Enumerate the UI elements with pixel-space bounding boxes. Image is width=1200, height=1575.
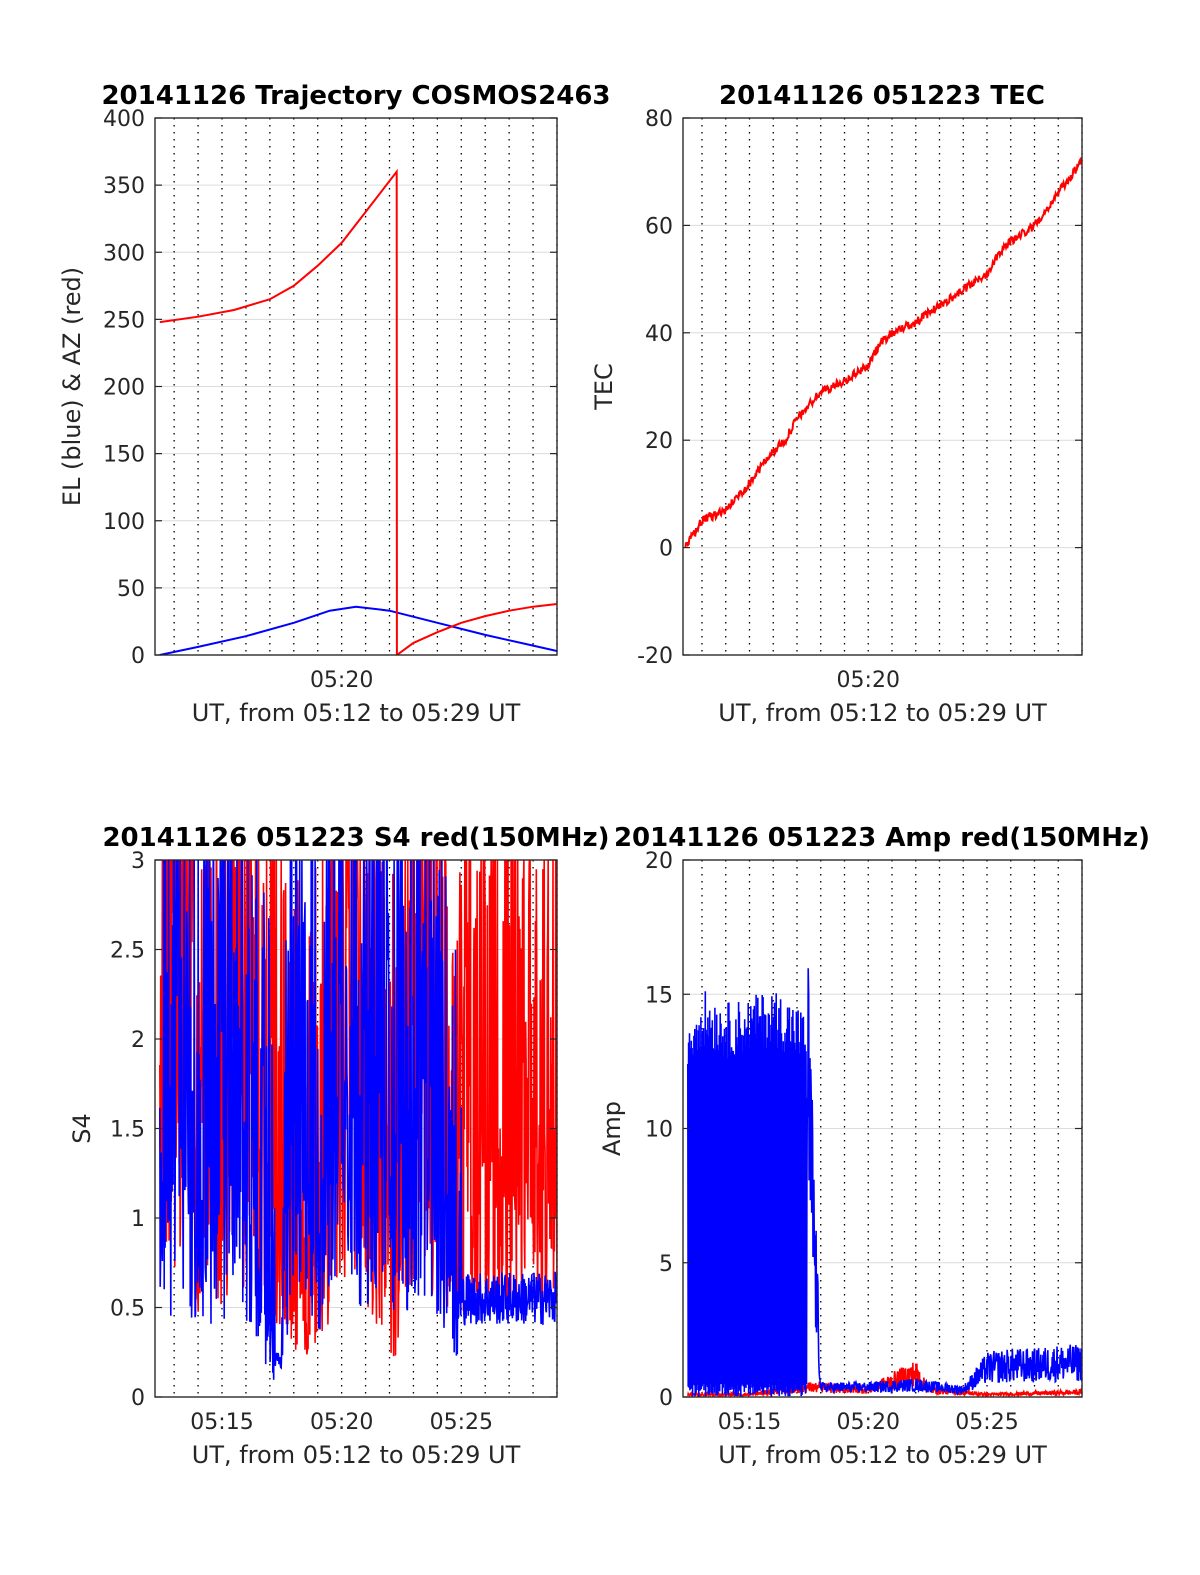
traj-ytick-label: 0 (131, 644, 145, 669)
amp-title: 20141126 051223 Amp red(150MHz) (614, 823, 1150, 853)
s4-ytick-label: 3 (131, 849, 145, 874)
s4-ytick-label: 0 (131, 1386, 145, 1411)
traj-ytick-label: 300 (103, 241, 145, 266)
amp-ytick-label: 20 (645, 849, 673, 874)
s4-ytick-label: 1.5 (110, 1118, 145, 1143)
amp-series-blue (687, 968, 1082, 1397)
traj-ytick-label: 200 (103, 376, 145, 401)
s4-series-blue (159, 860, 557, 1380)
traj-ytick-label: 350 (103, 174, 145, 199)
amp-ytick-label: 15 (645, 983, 673, 1008)
traj-xtick-label: 05:20 (310, 668, 373, 693)
amp-ytick-label: 0 (659, 1386, 673, 1411)
amp-xtick-label: 05:15 (718, 1410, 781, 1435)
amp-ytick-label: 5 (659, 1252, 673, 1277)
s4-xtick-label: 05:20 (310, 1410, 373, 1435)
traj-xlabel: UT, from 05:12 to 05:29 UT (192, 699, 521, 727)
traj-ylabel: EL (blue) & AZ (red) (58, 267, 86, 506)
traj-title: 20141126 Trajectory COSMOS2463 (101, 81, 610, 111)
s4-xlabel: UT, from 05:12 to 05:29 UT (192, 1441, 521, 1469)
traj-series-blue (159, 605, 557, 655)
s4-xtick-label: 05:25 (430, 1410, 493, 1435)
traj-ytick-label: 50 (117, 577, 145, 602)
tec-ytick-label: 40 (645, 322, 673, 347)
amp-xtick-label: 05:20 (837, 1410, 900, 1435)
amp-xtick-label: 05:25 (955, 1410, 1018, 1435)
traj-ytick-label: 400 (103, 107, 145, 132)
tec-ytick-label: -20 (637, 644, 673, 669)
tec-axes-frame (682, 117, 1083, 656)
s4-ylabel: S4 (68, 1113, 96, 1144)
s4-title: 20141126 051223 S4 red(150MHz) (102, 823, 609, 853)
s4-ytick-label: 2.5 (110, 939, 145, 964)
s4-ytick-label: 1 (131, 1207, 145, 1232)
traj-ytick-label: 150 (103, 443, 145, 468)
s4-ytick-label: 2 (131, 1028, 145, 1053)
tec-title: 20141126 051223 TEC (719, 81, 1045, 111)
tec-axes-box (682, 117, 1083, 656)
s4-ytick-label: 0.5 (110, 1297, 145, 1322)
tec-ytick-label: 80 (645, 107, 673, 132)
tec-ytick-label: 0 (659, 537, 673, 562)
tec-series-red (684, 156, 1082, 548)
amp-xlabel: UT, from 05:12 to 05:29 UT (718, 1441, 1047, 1469)
tec-ytick-label: 60 (645, 214, 673, 239)
traj-ytick-label: 100 (103, 510, 145, 535)
amp-ytick-label: 10 (645, 1118, 673, 1143)
tec-ylabel: TEC (590, 363, 618, 411)
tec-xtick-label: 05:20 (837, 668, 900, 693)
tec-xlabel: UT, from 05:12 to 05:29 UT (718, 699, 1047, 727)
traj-ytick-label: 250 (103, 308, 145, 333)
traj-series-red (159, 168, 557, 655)
amp-ylabel: Amp (598, 1101, 626, 1156)
tec-ytick-label: 20 (645, 429, 673, 454)
s4-xtick-label: 05:15 (190, 1410, 253, 1435)
